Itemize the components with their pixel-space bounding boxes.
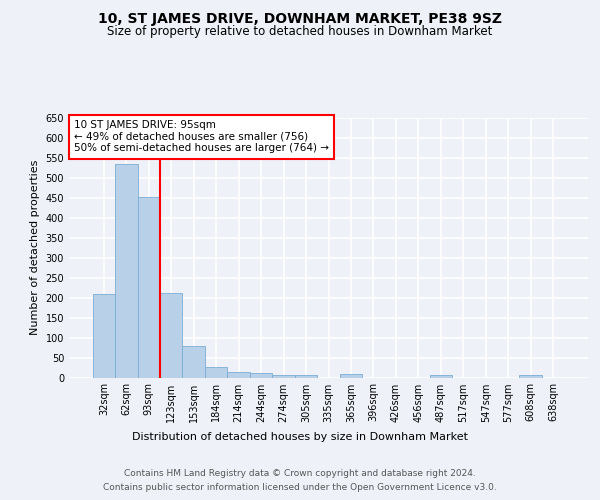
Bar (250, 373, 272, 378)
Bar (92, 294, 115, 378)
Text: 10 ST JAMES DRIVE: 95sqm
← 49% of detached houses are smaller (756)
50% of semi-: 10 ST JAMES DRIVE: 95sqm ← 49% of detach… (74, 120, 329, 154)
Y-axis label: Number of detached properties: Number of detached properties (30, 160, 40, 335)
Text: Distribution of detached houses by size in Downham Market: Distribution of detached houses by size … (132, 432, 468, 442)
Text: Contains HM Land Registry data © Crown copyright and database right 2024.: Contains HM Land Registry data © Crown c… (124, 469, 476, 478)
Bar (227, 372, 250, 378)
Bar (115, 164, 137, 378)
Bar (295, 374, 317, 378)
Bar (160, 292, 182, 378)
Bar (205, 367, 227, 378)
Bar (182, 346, 205, 378)
Text: Contains public sector information licensed under the Open Government Licence v3: Contains public sector information licen… (103, 482, 497, 492)
Bar (340, 374, 362, 378)
Bar (430, 374, 452, 378)
Bar (272, 374, 295, 378)
Bar (520, 374, 542, 378)
Text: 10, ST JAMES DRIVE, DOWNHAM MARKET, PE38 9SZ: 10, ST JAMES DRIVE, DOWNHAM MARKET, PE38… (98, 12, 502, 26)
Text: Size of property relative to detached houses in Downham Market: Size of property relative to detached ho… (107, 25, 493, 38)
Bar (137, 196, 160, 378)
